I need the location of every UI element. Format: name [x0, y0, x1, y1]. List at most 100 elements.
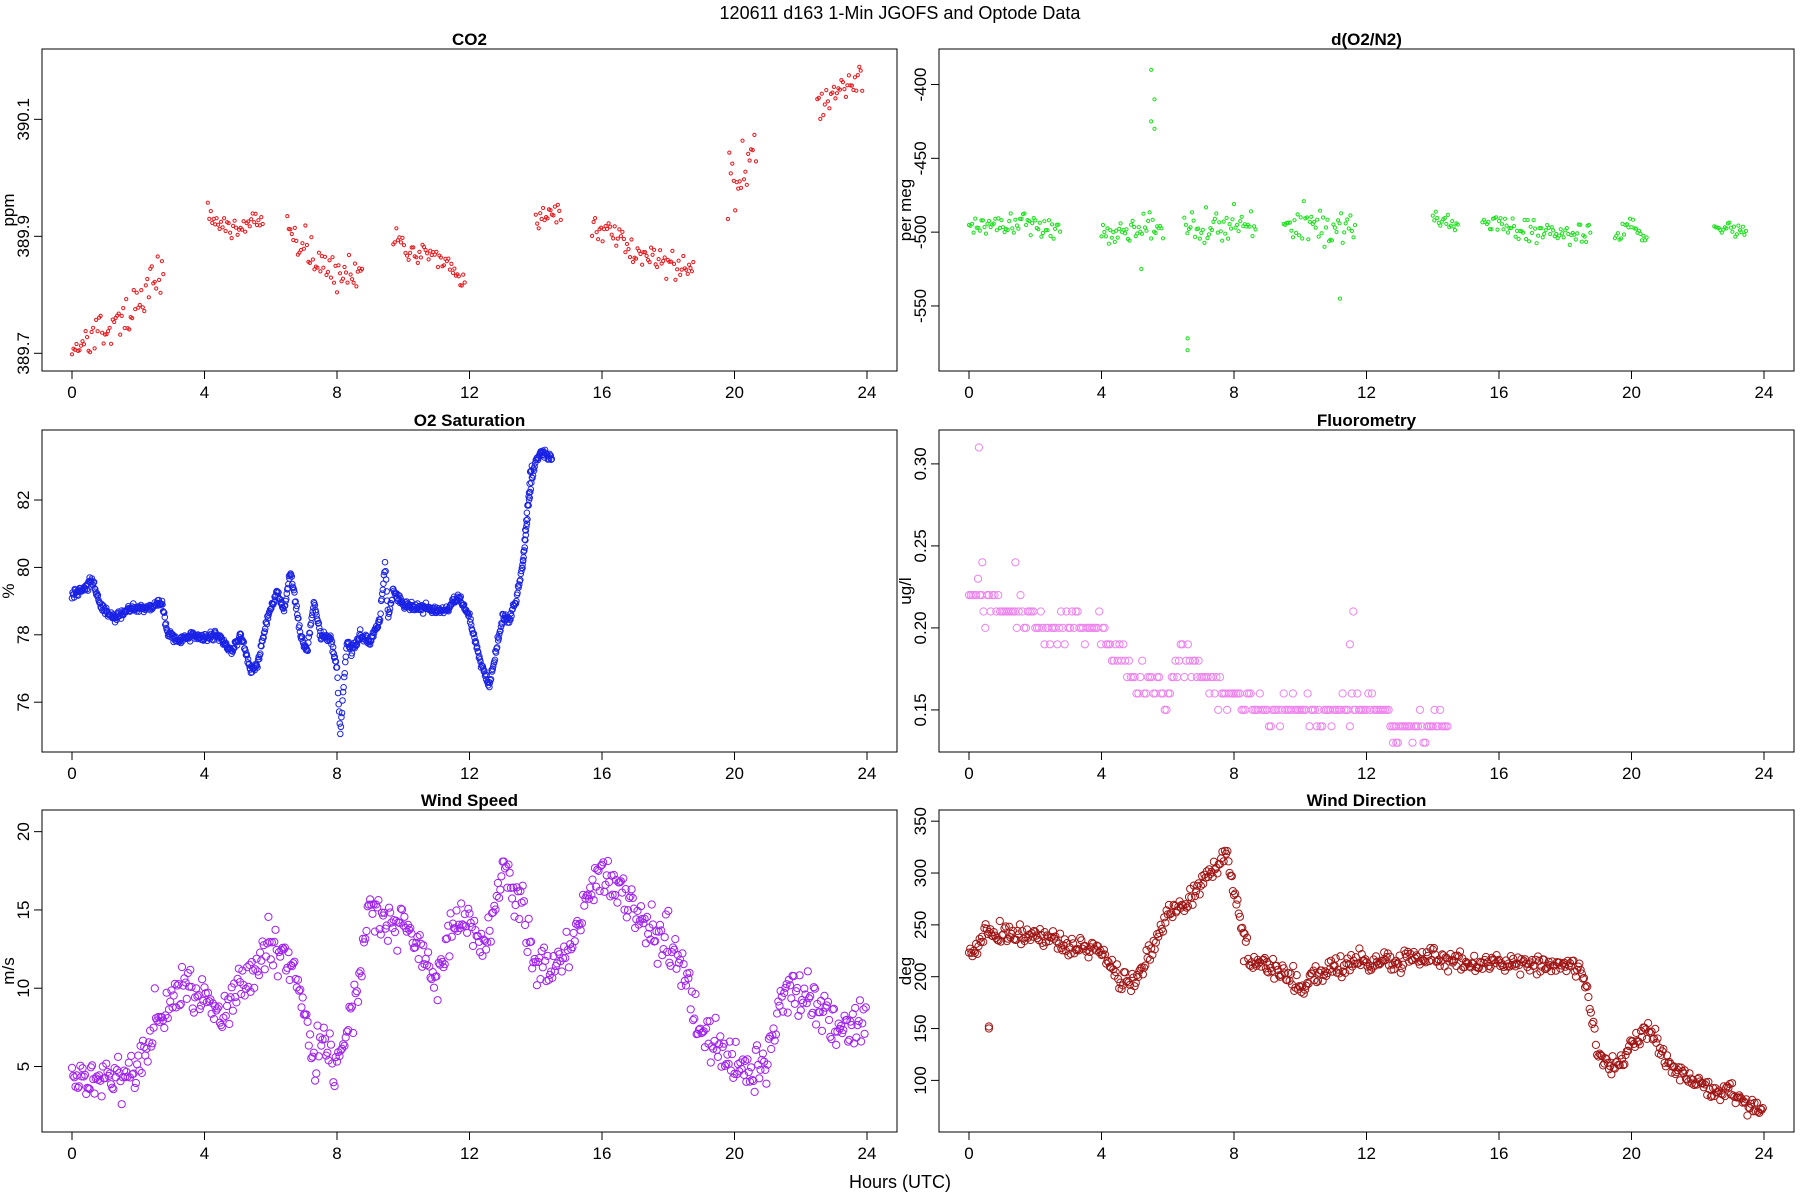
- data-point: [461, 272, 466, 277]
- data-point: [1279, 964, 1288, 973]
- data-point: [119, 313, 124, 318]
- data-point: [502, 862, 511, 871]
- data-point: [1215, 673, 1225, 682]
- data-point: [109, 341, 114, 346]
- x-tick-label: 24: [858, 1144, 877, 1163]
- data-point: [257, 650, 264, 658]
- data-point: [138, 1036, 148, 1045]
- data-point: [728, 1050, 737, 1059]
- data-point: [1371, 952, 1381, 961]
- x-tick-label: 20: [1622, 764, 1641, 783]
- data-point: [1064, 951, 1073, 960]
- data-point: [383, 936, 392, 945]
- data-point: [300, 241, 305, 246]
- data-point: [728, 171, 733, 176]
- data-point: [1129, 222, 1134, 227]
- data-point: [1533, 226, 1538, 231]
- data-point: [745, 1077, 755, 1086]
- data-point: [243, 652, 251, 659]
- data-point: [327, 632, 334, 640]
- data-point: [1118, 221, 1123, 226]
- data-point: [1342, 230, 1347, 235]
- data-point: [663, 947, 672, 957]
- data-point: [1620, 1060, 1629, 1069]
- data-point: [614, 243, 619, 248]
- data-point: [528, 964, 537, 973]
- data-point: [1239, 214, 1244, 219]
- data-point: [512, 600, 520, 607]
- data-point: [168, 1003, 177, 1012]
- data-point: [1337, 221, 1342, 226]
- data-point: [1334, 965, 1343, 974]
- data-point: [1171, 656, 1180, 665]
- data-point: [95, 329, 100, 334]
- data-point: [413, 932, 422, 942]
- data-point: [825, 99, 831, 104]
- data-point: [1223, 231, 1228, 236]
- data-point: [1450, 219, 1455, 224]
- data-point: [162, 988, 171, 997]
- data-point: [1123, 231, 1128, 236]
- data-point: [1294, 230, 1299, 235]
- data-point: [532, 981, 542, 990]
- data-point: [825, 1015, 834, 1025]
- data-point: [1224, 215, 1229, 220]
- data-point: [1749, 1107, 1758, 1116]
- data-point: [507, 610, 515, 617]
- data-point: [292, 598, 299, 605]
- data-point: [134, 290, 139, 295]
- x-tick-label: 16: [593, 764, 612, 783]
- data-point: [1727, 220, 1732, 225]
- data-point: [1053, 944, 1062, 953]
- data-point: [477, 929, 486, 938]
- data-point: [411, 245, 416, 250]
- data-point: [517, 576, 524, 584]
- data-point: [1319, 231, 1324, 236]
- data-point: [522, 527, 530, 534]
- data-point: [1331, 222, 1336, 227]
- data-point: [143, 283, 148, 288]
- data-point: [1303, 689, 1312, 698]
- data-point: [382, 567, 389, 575]
- data-point: [508, 612, 515, 620]
- data-point: [780, 988, 789, 998]
- data-point: [77, 348, 82, 353]
- data-point: [446, 256, 451, 261]
- data-point: [981, 920, 990, 929]
- data-point: [657, 926, 666, 935]
- y-tick-label: 389.9: [14, 215, 33, 258]
- data-point: [240, 227, 245, 232]
- data-point: [1053, 226, 1058, 231]
- data-point: [1500, 966, 1510, 975]
- data-point: [1516, 236, 1521, 241]
- data-point: [1242, 933, 1252, 942]
- data-point: [337, 271, 343, 276]
- data-point: [605, 226, 610, 231]
- data-point: [1348, 213, 1353, 218]
- data-point: [852, 1033, 861, 1042]
- data-point: [1435, 961, 1444, 971]
- data-point: [676, 258, 681, 263]
- data-point: [587, 891, 596, 900]
- x-tick-label: 0: [67, 383, 76, 402]
- data-point: [600, 239, 605, 244]
- data-point: [1021, 623, 1031, 633]
- data-point: [853, 1021, 862, 1030]
- data-point: [1388, 738, 1398, 747]
- data-point: [1051, 236, 1056, 241]
- data-point: [1307, 219, 1312, 224]
- data-point: [278, 943, 287, 952]
- data-point: [834, 1019, 843, 1028]
- data-point: [1421, 738, 1430, 747]
- data-point: [636, 248, 642, 253]
- data-point: [147, 1042, 156, 1051]
- data-point: [195, 1005, 204, 1014]
- data-point: [1252, 224, 1257, 229]
- data-point: [145, 276, 150, 282]
- data-point: [97, 1092, 106, 1101]
- data-point: [716, 1032, 725, 1041]
- data-point: [214, 216, 219, 221]
- data-point: [673, 277, 678, 282]
- y-tick-label: 82: [14, 491, 33, 510]
